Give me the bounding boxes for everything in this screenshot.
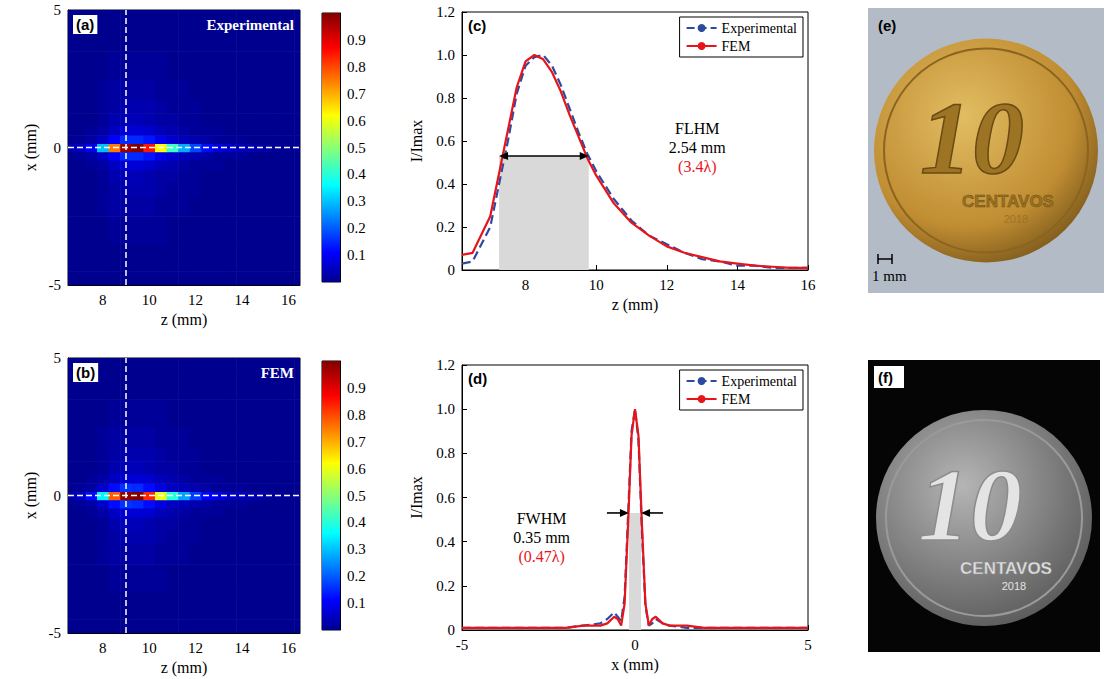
svg-text:0.4: 0.4 bbox=[347, 166, 366, 182]
svg-text:2.54 mm: 2.54 mm bbox=[669, 139, 726, 156]
svg-text:0.1: 0.1 bbox=[347, 247, 366, 263]
svg-text:0.3: 0.3 bbox=[347, 193, 366, 209]
svg-text:0.6: 0.6 bbox=[436, 133, 455, 149]
svg-text:0.1: 0.1 bbox=[347, 595, 366, 611]
svg-text:0.2: 0.2 bbox=[347, 568, 366, 584]
svg-text:5: 5 bbox=[54, 2, 62, 18]
svg-text:16: 16 bbox=[801, 277, 817, 293]
svg-text:0: 0 bbox=[54, 140, 62, 156]
svg-text:CENTAVOS: CENTAVOS bbox=[962, 192, 1054, 211]
svg-text:0.6: 0.6 bbox=[347, 113, 366, 129]
svg-text:0.7: 0.7 bbox=[347, 86, 366, 102]
svg-text:1.2: 1.2 bbox=[436, 4, 455, 20]
svg-text:-5: -5 bbox=[49, 625, 62, 641]
svg-text:0.8: 0.8 bbox=[347, 407, 366, 423]
svg-text:10: 10 bbox=[142, 640, 157, 656]
svg-text:1.0: 1.0 bbox=[436, 401, 455, 417]
svg-text:8: 8 bbox=[99, 292, 107, 308]
svg-text:12: 12 bbox=[188, 292, 203, 308]
svg-text:x (mm): x (mm) bbox=[22, 472, 40, 520]
svg-text:16: 16 bbox=[281, 292, 297, 308]
svg-text:(f): (f) bbox=[878, 369, 893, 386]
svg-text:z (mm): z (mm) bbox=[161, 659, 208, 677]
svg-text:I/Imax: I/Imax bbox=[408, 476, 425, 519]
svg-text:Experimental: Experimental bbox=[722, 374, 798, 389]
svg-text:0.4: 0.4 bbox=[436, 534, 455, 550]
svg-text:(0.47λ): (0.47λ) bbox=[518, 548, 564, 566]
svg-text:16: 16 bbox=[281, 640, 297, 656]
svg-text:(d): (d) bbox=[468, 370, 487, 387]
svg-text:0.9: 0.9 bbox=[347, 32, 366, 48]
svg-text:0.6: 0.6 bbox=[436, 490, 455, 506]
svg-text:0.8: 0.8 bbox=[436, 445, 455, 461]
svg-text:0: 0 bbox=[54, 488, 62, 504]
svg-text:14: 14 bbox=[235, 640, 251, 656]
svg-text:10: 10 bbox=[142, 292, 157, 308]
svg-text:(e): (e) bbox=[878, 17, 896, 34]
svg-text:0.2: 0.2 bbox=[436, 219, 455, 235]
svg-text:0: 0 bbox=[448, 622, 456, 638]
svg-text:z (mm): z (mm) bbox=[161, 311, 208, 329]
svg-text:(c): (c) bbox=[468, 17, 486, 34]
svg-text:14: 14 bbox=[235, 292, 251, 308]
svg-text:10: 10 bbox=[920, 80, 1024, 195]
svg-text:0.5: 0.5 bbox=[347, 488, 366, 504]
svg-text:z (mm): z (mm) bbox=[612, 296, 659, 314]
svg-text:0.9: 0.9 bbox=[347, 380, 366, 396]
svg-text:0.4: 0.4 bbox=[436, 176, 455, 192]
svg-text:FEM: FEM bbox=[722, 392, 751, 407]
svg-text:FEM: FEM bbox=[261, 365, 294, 381]
svg-text:-5: -5 bbox=[49, 277, 62, 293]
svg-text:14: 14 bbox=[730, 277, 746, 293]
svg-text:0.5: 0.5 bbox=[347, 140, 366, 156]
svg-text:10: 10 bbox=[589, 277, 604, 293]
svg-text:0.7: 0.7 bbox=[347, 434, 366, 450]
svg-text:(a): (a) bbox=[76, 16, 94, 33]
svg-text:5: 5 bbox=[804, 637, 812, 653]
svg-text:FLHM: FLHM bbox=[675, 120, 719, 137]
svg-text:8: 8 bbox=[99, 640, 107, 656]
svg-text:x (mm): x (mm) bbox=[22, 124, 40, 172]
svg-text:1 mm: 1 mm bbox=[872, 268, 907, 284]
svg-text:1.0: 1.0 bbox=[436, 47, 455, 63]
svg-text:0: 0 bbox=[631, 637, 639, 653]
svg-text:0: 0 bbox=[448, 262, 456, 278]
svg-text:-5: -5 bbox=[456, 637, 469, 653]
svg-text:x (mm): x (mm) bbox=[611, 656, 659, 674]
svg-text:2018: 2018 bbox=[1004, 213, 1028, 225]
svg-text:(3.4λ): (3.4λ) bbox=[678, 158, 716, 176]
svg-text:1.2: 1.2 bbox=[436, 357, 455, 373]
svg-text:(b): (b) bbox=[76, 364, 95, 381]
svg-text:0.6: 0.6 bbox=[347, 461, 366, 477]
svg-text:8: 8 bbox=[522, 277, 530, 293]
svg-text:2018: 2018 bbox=[1002, 580, 1026, 592]
svg-text:12: 12 bbox=[659, 277, 674, 293]
svg-text:5: 5 bbox=[54, 350, 62, 366]
svg-text:I/Imax: I/Imax bbox=[408, 120, 425, 163]
svg-text:0.8: 0.8 bbox=[436, 90, 455, 106]
svg-text:0.3: 0.3 bbox=[347, 541, 366, 557]
svg-text:0.2: 0.2 bbox=[436, 578, 455, 594]
svg-text:0.2: 0.2 bbox=[347, 220, 366, 236]
svg-text:12: 12 bbox=[188, 640, 203, 656]
svg-text:Experimental: Experimental bbox=[207, 17, 295, 33]
svg-text:0.35 mm: 0.35 mm bbox=[513, 529, 570, 546]
svg-text:FWHM: FWHM bbox=[517, 510, 567, 527]
svg-text:10: 10 bbox=[918, 447, 1022, 562]
svg-text:CENTAVOS: CENTAVOS bbox=[960, 559, 1052, 578]
svg-text:0.8: 0.8 bbox=[347, 59, 366, 75]
svg-text:FEM: FEM bbox=[722, 39, 751, 54]
svg-text:Experimental: Experimental bbox=[722, 21, 798, 36]
svg-text:0.4: 0.4 bbox=[347, 514, 366, 530]
